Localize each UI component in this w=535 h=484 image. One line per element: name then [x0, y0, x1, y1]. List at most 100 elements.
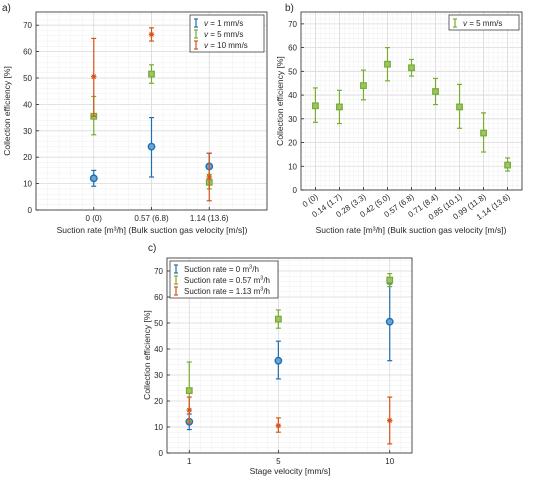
legend-label-rest: = 1 mm/s	[208, 19, 243, 28]
series-orange	[186, 396, 393, 445]
legend-label-prefix: Suction rate = 0 m	[184, 265, 249, 274]
data-point	[456, 103, 463, 111]
marker-stroke	[149, 32, 154, 37]
chart-panel-a: a) 0 10 20 30 40 50 60 70 0 (0) 0.57 (6.8) 1.14 (13…	[2, 3, 268, 235]
y-tick-label: 40	[23, 100, 32, 109]
data-point	[386, 276, 394, 284]
legend-label-sup: 3	[260, 276, 263, 282]
y-tick-label: 0	[293, 186, 298, 195]
legend-label: Suction rate = 0 m3/h	[184, 265, 259, 275]
data-point	[336, 103, 343, 111]
y-axis-label: Collection efficiency [%]	[142, 310, 152, 400]
legend-label-italic: v	[204, 19, 209, 28]
y-tick-label: 60	[288, 44, 297, 53]
y-tick-label: 0	[28, 206, 33, 215]
panel-label: b)	[285, 3, 294, 14]
legend-label-sup: 3	[249, 265, 252, 271]
legend-label-prefix: Suction rate = 1.13 m	[184, 287, 261, 296]
data-point	[432, 88, 439, 95]
panel-label: a)	[2, 3, 11, 14]
data-point	[480, 129, 487, 137]
x-tick-label: 0 (0)	[86, 214, 103, 223]
data-point	[408, 64, 415, 72]
chart-panel-c: c) 0 10 20 30 40 50 60 70 1 5 10 Stage velocity [mm/…	[142, 243, 413, 476]
legend-label-sup: 3	[260, 287, 263, 293]
x-axis-label: Stage velocity [mm/s]	[250, 466, 331, 476]
panel-label: c)	[148, 243, 156, 254]
legend-label-suffix: /h	[263, 276, 270, 285]
marker-stroke	[91, 74, 97, 80]
legend-label-italic: v	[204, 41, 209, 50]
legend-label: v = 5 mm/s	[463, 19, 502, 28]
data-point	[206, 174, 213, 180]
data-point	[274, 356, 283, 365]
legend: v = 1 mm/sv = 5 mm/sv = 10 mm/s	[189, 14, 265, 53]
data-point	[386, 417, 393, 424]
y-tick-label: 10	[23, 180, 32, 189]
legend-label: v = 1 mm/s	[204, 19, 243, 28]
x-axis-label: Suction rate [m³/h] (Bulk suction gas ve…	[316, 225, 507, 235]
legend-label-rest: = 5 mm/s	[208, 30, 243, 39]
legend-label-italic: v	[463, 19, 468, 28]
data-point	[89, 174, 98, 183]
y-tick-label: 70	[154, 267, 163, 276]
legend-box	[448, 14, 520, 31]
y-tick-label: 20	[288, 139, 297, 148]
series-green	[312, 46, 511, 172]
y-tick-label: 70	[23, 21, 32, 30]
y-tick-label: 10	[154, 423, 163, 432]
y-tick-label: 60	[154, 293, 163, 302]
legend-label-rest: = 10 mm/s	[208, 41, 248, 50]
y-tick-label: 50	[23, 74, 32, 83]
marker-stroke	[206, 174, 212, 180]
y-tick-label: 50	[154, 319, 163, 328]
legend-label: Suction rate = 0.57 m3/h	[184, 276, 270, 286]
legend-box	[169, 260, 279, 299]
data-point	[312, 102, 319, 110]
legend-label-rest: = 5 mm/s	[467, 19, 502, 28]
y-axis-label: Collection efficiency [%]	[275, 56, 285, 146]
data-point	[186, 407, 193, 413]
y-axis-label: Collection efficiency [%]	[2, 66, 12, 156]
legend-label: Suction rate = 1.13 m3/h	[184, 287, 270, 297]
marker-stroke	[186, 407, 192, 413]
y-tick-label: 40	[154, 345, 163, 354]
data-point	[504, 161, 511, 169]
data-point	[148, 31, 155, 38]
legend-label-italic: v	[204, 30, 209, 39]
y-tick-label: 20	[23, 153, 32, 162]
data-point	[90, 73, 97, 80]
y-tick-label: 60	[23, 48, 32, 57]
data-point	[384, 60, 391, 68]
y-tick-label: 30	[23, 127, 32, 136]
axes-frame	[166, 257, 413, 454]
legend-label-suffix: /h	[263, 287, 270, 296]
y-tick-label: 50	[288, 67, 297, 76]
marker-stroke	[275, 423, 281, 429]
x-tick-label: 10	[385, 457, 394, 466]
y-tick-label: 10	[288, 162, 297, 171]
data-point	[360, 82, 367, 89]
data-point	[275, 422, 282, 429]
x-tick-label: 1.14 (13.6)	[190, 214, 229, 223]
legend-label: v = 10 mm/s	[204, 41, 248, 50]
x-axis-label: Suction rate [m³/h] (Bulk suction gas ve…	[57, 225, 248, 235]
data-point	[185, 387, 193, 394]
x-tick-label: 1	[187, 457, 192, 466]
data-point	[274, 315, 282, 323]
y-tick-label: 70	[288, 20, 297, 29]
legend: v = 5 mm/s	[448, 14, 520, 31]
legend-label-prefix: Suction rate = 0.57 m	[184, 276, 261, 285]
y-tick-label: 0	[159, 449, 164, 458]
series-orange	[90, 27, 213, 202]
marker-stroke	[387, 418, 393, 423]
data-point	[385, 317, 394, 326]
y-tick-label: 30	[154, 371, 163, 380]
y-tick-label: 40	[288, 91, 297, 100]
x-tick-label: 5	[276, 457, 281, 466]
data-point	[147, 142, 156, 151]
y-tick-label: 20	[154, 397, 163, 406]
